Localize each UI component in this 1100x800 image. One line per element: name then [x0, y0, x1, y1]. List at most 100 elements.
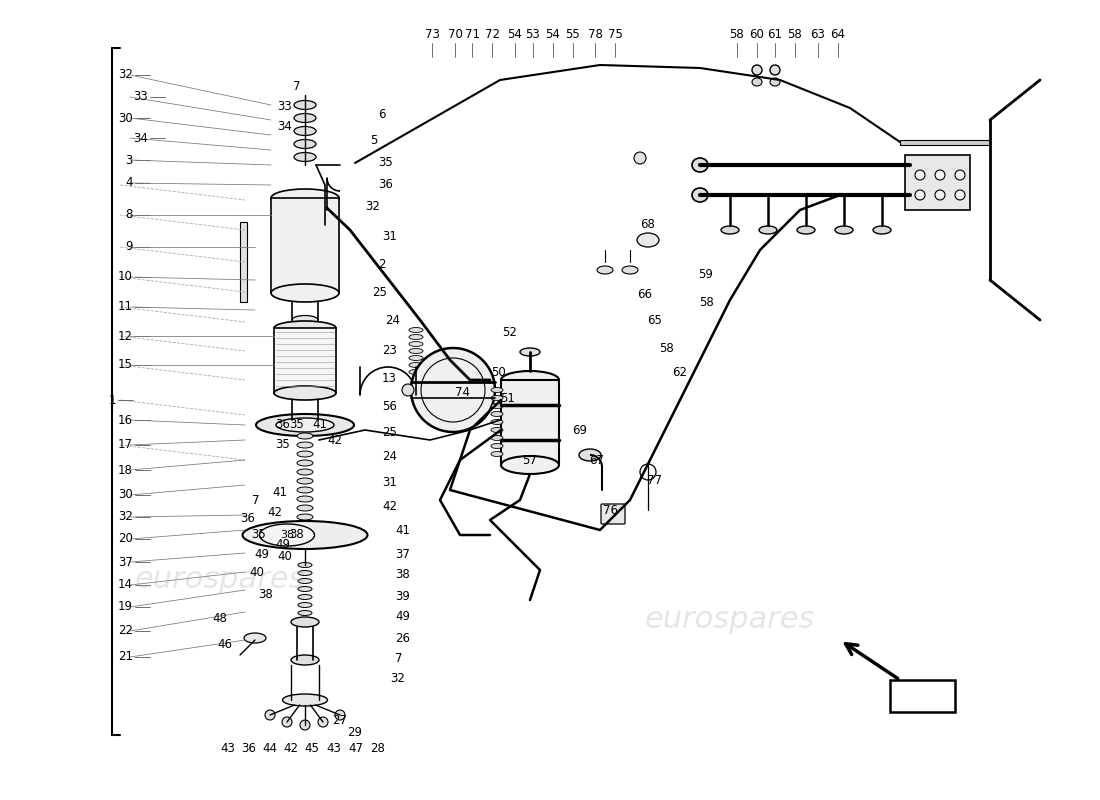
Ellipse shape: [491, 403, 503, 409]
Text: 32: 32: [118, 510, 133, 523]
Ellipse shape: [634, 152, 646, 164]
Text: 59: 59: [698, 269, 714, 282]
Text: 4: 4: [125, 177, 133, 190]
Text: 3: 3: [125, 154, 133, 166]
Circle shape: [935, 190, 945, 200]
Ellipse shape: [297, 451, 313, 457]
Ellipse shape: [491, 419, 503, 425]
Text: 33: 33: [133, 90, 148, 103]
Text: 17: 17: [118, 438, 133, 451]
Text: 35: 35: [378, 157, 393, 170]
Text: 32: 32: [390, 671, 405, 685]
Ellipse shape: [298, 586, 312, 591]
Text: 24: 24: [382, 450, 397, 463]
Ellipse shape: [491, 427, 503, 433]
Text: 14: 14: [118, 578, 133, 591]
Ellipse shape: [491, 443, 503, 449]
Ellipse shape: [491, 435, 503, 441]
FancyBboxPatch shape: [601, 504, 625, 524]
Ellipse shape: [274, 321, 336, 335]
Ellipse shape: [597, 266, 613, 274]
Text: 54: 54: [507, 29, 522, 42]
Bar: [240, 222, 248, 302]
Text: 42: 42: [382, 501, 397, 514]
Ellipse shape: [292, 655, 319, 665]
Ellipse shape: [244, 633, 266, 643]
Text: 35: 35: [252, 529, 266, 542]
Text: 41: 41: [273, 486, 287, 499]
Text: 11: 11: [118, 301, 133, 314]
Ellipse shape: [297, 442, 313, 448]
Text: 38: 38: [279, 530, 294, 540]
Bar: [500, 380, 559, 465]
Text: 71: 71: [464, 29, 480, 42]
Text: 25: 25: [372, 286, 387, 298]
Bar: [274, 328, 336, 393]
Text: 29: 29: [348, 726, 363, 739]
Ellipse shape: [752, 65, 762, 75]
Ellipse shape: [298, 578, 312, 583]
Ellipse shape: [283, 694, 328, 706]
Text: 42: 42: [328, 434, 342, 446]
Ellipse shape: [491, 387, 503, 393]
Bar: [905, 155, 970, 210]
Circle shape: [935, 170, 945, 180]
Circle shape: [955, 190, 965, 200]
Ellipse shape: [409, 362, 424, 367]
Ellipse shape: [297, 523, 313, 529]
Text: 42: 42: [284, 742, 298, 754]
Text: 38: 38: [289, 529, 305, 542]
Text: 37: 37: [395, 549, 410, 562]
Ellipse shape: [298, 570, 312, 575]
Ellipse shape: [692, 158, 708, 172]
Bar: [271, 198, 339, 293]
Circle shape: [411, 348, 495, 432]
Ellipse shape: [300, 720, 310, 730]
Text: 72: 72: [484, 29, 499, 42]
Ellipse shape: [491, 395, 503, 401]
Text: 27: 27: [332, 714, 348, 726]
Text: 47: 47: [349, 742, 363, 754]
Text: 32: 32: [365, 201, 380, 214]
Ellipse shape: [692, 188, 708, 202]
Text: 48: 48: [212, 611, 228, 625]
Text: 45: 45: [305, 742, 319, 754]
Text: 28: 28: [371, 742, 385, 754]
Text: 30: 30: [119, 489, 133, 502]
Text: 50: 50: [491, 366, 505, 379]
Ellipse shape: [409, 334, 424, 339]
Text: 31: 31: [382, 475, 397, 489]
Text: 19: 19: [118, 601, 133, 614]
Ellipse shape: [297, 487, 313, 493]
Text: 25: 25: [382, 426, 397, 438]
Ellipse shape: [720, 226, 739, 234]
Bar: [900, 140, 990, 145]
Ellipse shape: [297, 505, 313, 511]
Text: 60: 60: [749, 29, 764, 42]
Ellipse shape: [292, 315, 318, 325]
Ellipse shape: [274, 386, 336, 400]
Text: 64: 64: [830, 29, 846, 42]
Ellipse shape: [409, 370, 424, 374]
Text: 70: 70: [448, 29, 462, 42]
Ellipse shape: [294, 101, 316, 110]
Text: 49: 49: [254, 549, 270, 562]
Text: 30: 30: [119, 111, 133, 125]
Ellipse shape: [491, 411, 503, 417]
Text: 36: 36: [378, 178, 393, 191]
Ellipse shape: [271, 189, 339, 207]
Text: 67: 67: [590, 454, 605, 466]
Text: 75: 75: [607, 29, 623, 42]
Text: 77: 77: [648, 474, 662, 486]
Ellipse shape: [336, 710, 345, 720]
Ellipse shape: [294, 126, 316, 135]
Text: 16: 16: [118, 414, 133, 426]
Text: 36: 36: [276, 418, 290, 431]
Ellipse shape: [491, 451, 503, 457]
Text: 74: 74: [454, 386, 470, 399]
Ellipse shape: [621, 266, 638, 274]
Ellipse shape: [260, 524, 315, 546]
Ellipse shape: [294, 139, 316, 149]
Text: 21: 21: [118, 650, 133, 663]
Text: 57: 57: [522, 454, 538, 466]
